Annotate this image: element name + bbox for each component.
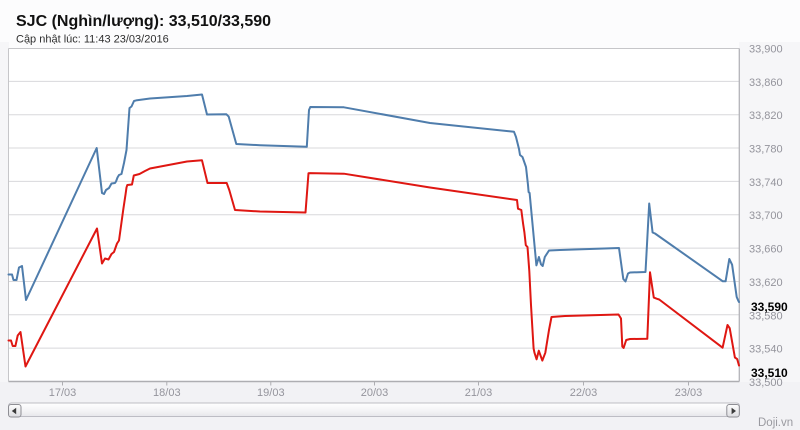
svg-text:33,700: 33,700 — [749, 210, 783, 222]
svg-text:21/03: 21/03 — [465, 387, 493, 399]
svg-text:33,590: 33,590 — [751, 300, 788, 314]
svg-text:Cập nhật lúc: 11:43 23/03/2016: Cập nhật lúc: 11:43 23/03/2016 — [16, 34, 169, 46]
svg-text:33,900: 33,900 — [749, 44, 783, 56]
svg-text:Doji.vn: Doji.vn — [758, 417, 793, 429]
svg-text:33,620: 33,620 — [749, 277, 783, 289]
svg-text:33,740: 33,740 — [749, 177, 783, 189]
svg-text:33,820: 33,820 — [749, 110, 783, 122]
svg-text:33,580: 33,580 — [749, 310, 783, 322]
svg-text:33,540: 33,540 — [749, 344, 783, 356]
svg-text:33,780: 33,780 — [749, 144, 783, 156]
svg-text:33,500: 33,500 — [749, 377, 783, 389]
svg-text:23/03: 23/03 — [675, 387, 703, 399]
svg-text:33,510: 33,510 — [751, 366, 788, 380]
svg-text:17/03: 17/03 — [49, 387, 77, 399]
svg-text:19/03: 19/03 — [257, 387, 285, 399]
svg-text:18/03: 18/03 — [153, 387, 181, 399]
svg-text:20/03: 20/03 — [361, 387, 389, 399]
svg-text:33,860: 33,860 — [749, 77, 783, 89]
svg-text:SJC (Nghìn/lượng): 33,510/33,5: SJC (Nghìn/lượng): 33,510/33,590 — [16, 13, 271, 30]
svg-text:33,660: 33,660 — [749, 244, 783, 256]
svg-text:22/03: 22/03 — [570, 387, 598, 399]
